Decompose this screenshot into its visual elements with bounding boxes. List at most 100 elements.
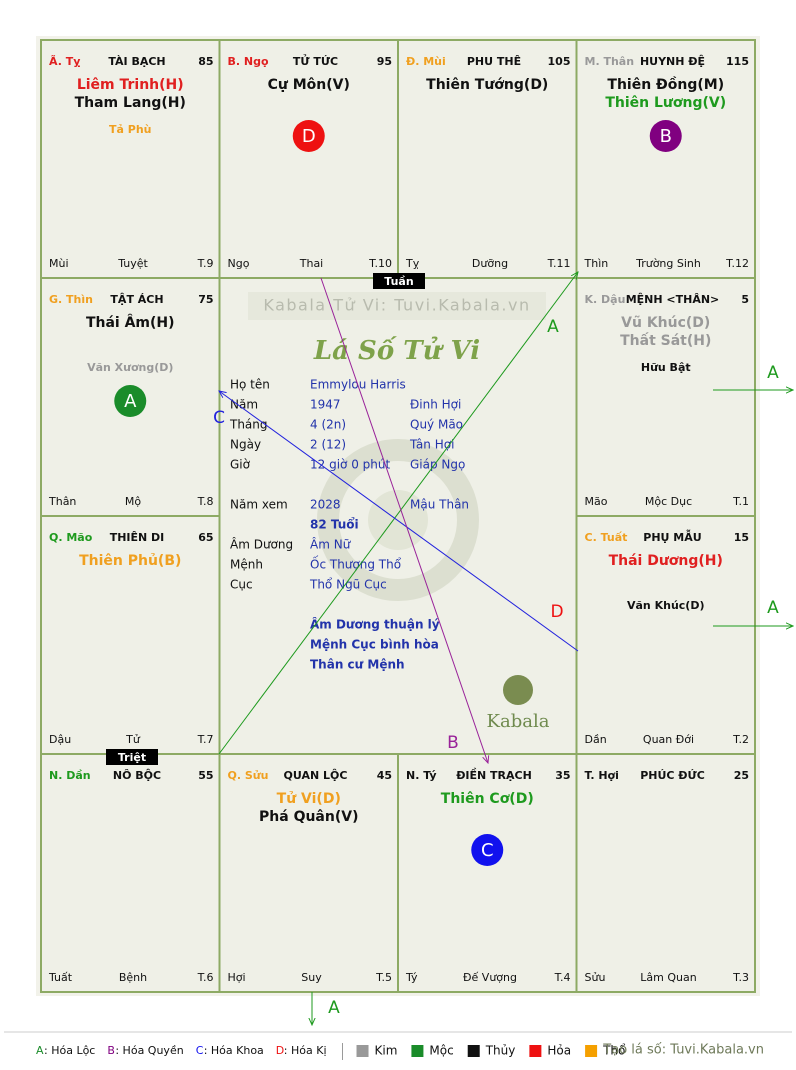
palace-name: HUYNH ĐỆ [640, 55, 705, 68]
info-label: Tháng [229, 418, 268, 432]
info-value: 82 Tuổi [310, 517, 359, 532]
logo-text: Kabala [487, 711, 550, 732]
info-note: Âm Dương thuận lý [310, 617, 440, 632]
info-value: 1947 [310, 398, 341, 412]
main-star: Thiên Tướng(D) [426, 77, 548, 93]
info-label: Ngày [230, 438, 261, 452]
transform-marker-label: D [302, 126, 316, 147]
palace-branch: Dần [585, 733, 607, 746]
info-value: Âm Nữ [310, 537, 352, 552]
transform-marker [292, 120, 325, 152]
palace-branch: Hợi [228, 971, 246, 984]
transform-marker [114, 385, 147, 417]
palace-name: QUAN LỘC [284, 769, 348, 782]
palace-number: 105 [548, 55, 571, 68]
palace-can-chi: Q. Sửu [228, 769, 269, 782]
arrow-label: D [550, 602, 563, 622]
legend-swatch [411, 1045, 424, 1057]
palace-number: 25 [734, 769, 749, 782]
main-star: Tử Vi(D) [277, 791, 341, 807]
palace-can-chi: K. Dậu [585, 293, 626, 306]
info-value: Thổ Ngũ Cục [309, 578, 387, 592]
palace-branch: Tỵ [405, 257, 420, 270]
palace-branch: Tý [405, 971, 418, 984]
legend-swatch [467, 1045, 480, 1057]
info-value: 4 (2n) [310, 418, 346, 432]
palace-term: T.6 [197, 971, 214, 984]
palace-term: T.3 [732, 971, 749, 984]
minor-star: Tả Phù [109, 123, 151, 136]
legend-element: Hỏa [547, 1044, 571, 1058]
legend-text: : Hóa Quyền [115, 1044, 183, 1057]
main-star: Cự Môn(V) [268, 77, 350, 93]
info-label: Năm [230, 398, 258, 412]
palace-term: T.10 [368, 257, 392, 270]
legend-letter: D [276, 1044, 284, 1057]
info-extra: Đinh Hợi [410, 398, 461, 412]
legend-element: Thủy [485, 1044, 516, 1058]
legend-letter: A [36, 1044, 44, 1057]
palace-term: T.11 [547, 257, 571, 270]
palace-branch: Thìn [584, 257, 609, 270]
main-star: Thiên Đồng(M) [607, 76, 724, 93]
arrow-label: C [213, 408, 225, 428]
watermark: Kabala Tử Vi: Tuvi.Kabala.vn [263, 296, 530, 315]
legend-element: Kim [375, 1044, 398, 1058]
palace-name: TÀI BẠCH [108, 55, 165, 68]
main-star: Thái Dương(H) [609, 553, 723, 569]
palace-stage: Bệnh [119, 971, 147, 984]
palace-branch: Dậu [49, 733, 71, 746]
palace-can-chi: N. Tý [406, 769, 437, 782]
transform-marker [471, 834, 504, 866]
legend-text: : Hóa Lộc [44, 1044, 95, 1057]
info-note: Mệnh Cục bình hòa [310, 638, 439, 652]
palace-branch: Thân [48, 495, 76, 508]
palace-branch: Tuất [48, 971, 73, 984]
palace-number: 35 [555, 769, 570, 782]
palace-can-chi: G. Thìn [49, 293, 93, 306]
main-star: Thiên Lương(V) [605, 95, 726, 111]
tuan-label: Tuần [384, 275, 413, 288]
palace-term: T.4 [554, 971, 571, 984]
arrow-label: A [767, 363, 779, 383]
main-star: Thiên Phủ(B) [79, 553, 181, 569]
palace-term: T.12 [725, 257, 749, 270]
arrow-label: B [447, 733, 459, 753]
palace-stage: Quan Đới [643, 733, 694, 746]
main-star: Tham Lang(H) [75, 95, 186, 111]
main-star: Thất Sát(H) [620, 332, 711, 349]
legend-letter: C [196, 1044, 204, 1057]
palace-can-chi: Ã. Tỵ [49, 55, 80, 68]
legend-credit: Tạo lá số: Tuvi.Kabala.vn [602, 1043, 764, 1058]
palace-can-chi: B. Ngọ [228, 55, 269, 68]
info-extra: Mậu Thân [410, 498, 469, 512]
palace-can-chi: Đ. Mùi [406, 55, 446, 68]
palace-name: PHỤ MẪU [643, 529, 701, 544]
palace-name: PHU THÊ [467, 55, 521, 68]
info-label: Âm Dương [230, 537, 293, 552]
palace-stage: Đế Vượng [463, 971, 517, 984]
legend-element: Thổ [602, 1044, 626, 1058]
triet-box [106, 749, 158, 765]
info-label: Năm xem [230, 498, 288, 512]
minor-star: Hữu Bật [641, 361, 691, 374]
palace-number: 45 [377, 769, 392, 782]
info-note: Thân cư Mệnh [310, 658, 405, 672]
info-extra: Tân Hợi [409, 438, 454, 452]
info-extra: Giáp Ngọ [410, 458, 465, 472]
transform-marker [649, 120, 682, 152]
palace-name: NÔ BỘC [113, 769, 161, 782]
main-star: Thái Âm(H) [86, 314, 175, 331]
palace-name: TẬT ÁCH [110, 293, 163, 306]
palace-branch: Ngọ [228, 257, 250, 270]
legend-text: : Hóa Khoa [204, 1044, 264, 1057]
palace-number: 85 [198, 55, 213, 68]
info-value: 12 giờ 0 phút [310, 458, 390, 472]
legend-swatch [585, 1045, 598, 1057]
center-title: Lá Số Tử Vi [313, 335, 480, 366]
palace-number: 75 [198, 293, 213, 306]
info-extra: Quý Mão [410, 418, 463, 432]
palace-stage: Tuyệt [117, 257, 148, 270]
info-label: Mệnh [230, 558, 263, 572]
